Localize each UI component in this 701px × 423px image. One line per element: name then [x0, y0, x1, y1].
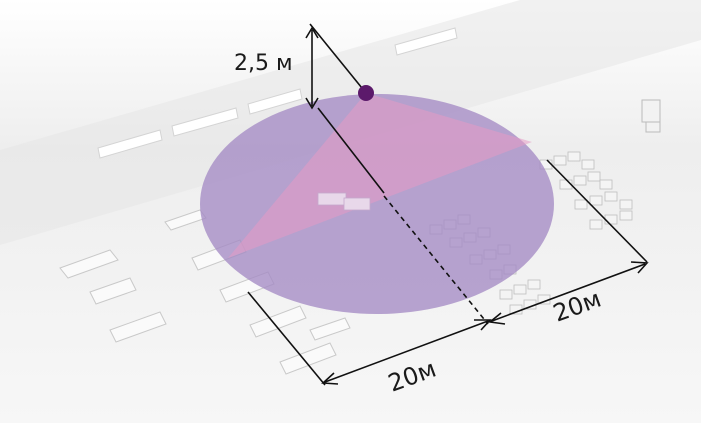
- detection-beam: [228, 93, 532, 258]
- center-axis-line: [317, 107, 385, 194]
- center-object: [317, 192, 371, 211]
- warehouse-shelves: [59, 209, 351, 375]
- sensor-ray-line: [309, 23, 367, 94]
- dimension-lines: [247, 23, 649, 386]
- center-axis-dashed: [383, 195, 489, 325]
- sensor-dot: [358, 85, 374, 101]
- right-distance-line: [491, 263, 646, 322]
- left-distance-line: [324, 320, 489, 383]
- right-distance-arrow-b: [630, 261, 649, 274]
- right-distance-arrow-a: [488, 312, 506, 325]
- height-label: 2,5 м: [234, 51, 293, 76]
- left-extension-line: [247, 291, 326, 386]
- forklift: [641, 99, 661, 133]
- right-extension-line: [546, 159, 648, 263]
- left-distance-arrow-a: [321, 372, 339, 385]
- height-arrow-bottom: [305, 97, 319, 110]
- height-arrow-top: [305, 26, 319, 39]
- left-distance-arrow-b: [474, 319, 492, 331]
- skylights: [97, 27, 458, 159]
